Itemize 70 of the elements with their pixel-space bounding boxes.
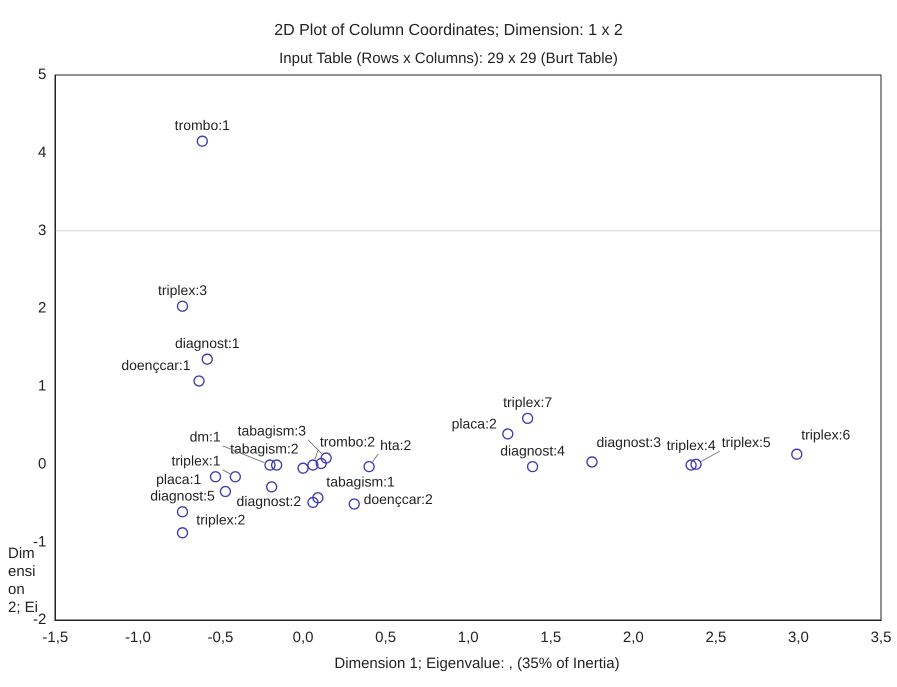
point [307,459,319,471]
x-tick-label: -1,5 [42,629,68,646]
annotation: tabagism:3 [238,422,306,439]
x-tick-label: -0,5 [208,629,234,646]
point [502,428,514,440]
point [685,459,697,471]
annotation: trombo:2 [320,434,376,450]
point [312,492,324,504]
chart-subtitle: Input Table (Rows x Columns): 29 x 29 (Burt Table) [278,50,619,67]
point [202,354,213,365]
point [176,527,188,538]
annotation: triplex:5 [722,434,771,450]
annotation: placa:2 [452,415,497,432]
annotation: diagnost:4 [500,442,566,458]
x-tick-label: 1,5 [540,629,562,646]
annotation: triplex:1 [172,452,221,469]
point [791,448,802,460]
point [230,471,241,482]
chart-title: 2D Plot of Column Coordinates; Dimension: 1 x 2 [273,22,624,40]
x-tick-label: 0,0 [292,629,314,646]
annotation: hta:2 [380,436,412,453]
annotation: diagnost:1 [174,335,240,352]
point [348,498,360,510]
point [522,412,534,424]
point [270,459,282,471]
y-tick-label: 0 [38,455,46,472]
annotation: trombo:1 [174,117,230,134]
point [363,460,375,472]
point [320,452,332,464]
annotation: triplex:7 [503,394,552,410]
point [266,481,278,493]
y-tick-label: 4 [38,144,46,161]
point [176,300,188,312]
x-tick-label: 2,5 [705,629,726,646]
y-tick-label: 1 [38,378,46,395]
point [526,460,538,472]
x-tick-label: 3,0 [788,629,809,646]
annotation: triplex:4 [666,436,716,453]
x-tick-label: 2,0 [622,629,644,646]
annotation: tabagism:1 [326,474,395,490]
point [307,496,319,508]
point [196,136,208,147]
point [586,456,598,468]
annotation: diagnost:2 [236,493,302,510]
x-tick-label: 0,5 [375,629,396,646]
y-tick-label: 3 [38,222,46,239]
point [193,375,205,387]
annotation: triplex:6 [801,426,850,442]
point [210,471,222,482]
annotation: triplex:2 [196,512,246,528]
x-tick-label: -1,0 [124,629,151,646]
annotation: triplex:3 [158,282,208,298]
point [316,458,327,470]
point [297,462,309,474]
annotation: diagnost:5 [150,488,216,504]
x-axis-title: Dimension 1; Eigenvalue: , (35% of Inertia) [333,655,621,672]
annotation: diagnost:3 [596,434,662,450]
annotation: doençcar:1 [121,356,191,373]
point [176,506,188,518]
annotation: dm:1 [190,428,221,445]
x-tick-label: 3,5 [870,629,892,646]
annotation: tabagism:2 [230,440,299,456]
y-tick-label: 5 [38,66,46,84]
x-tick-label: 1,0 [458,629,479,646]
point [690,458,702,470]
y-tick-label: 2 [38,300,46,317]
point [220,486,232,498]
point [264,459,276,471]
annotation: doençcar:2 [364,490,434,507]
annotation: placa:1 [156,471,202,488]
